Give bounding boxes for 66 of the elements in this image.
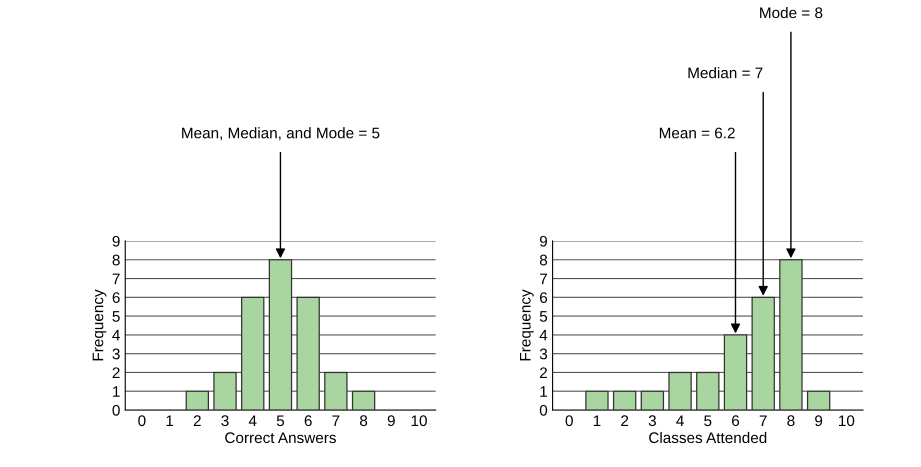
x-axis-title: Correct Answers (225, 432, 336, 444)
bar (213, 372, 237, 410)
y-tick-label: 3 (112, 348, 120, 360)
bar (668, 372, 692, 410)
bar (724, 334, 748, 410)
x-tick-label: 6 (304, 415, 312, 426)
annotation: Mode = 8 (760, 6, 822, 18)
x-tick-label: 7 (760, 415, 767, 426)
x-tick-label: 8 (360, 415, 368, 426)
bar (612, 390, 636, 410)
x-tick-label: 7 (332, 415, 340, 426)
y-tick-label: 7 (112, 274, 120, 284)
bar (352, 390, 376, 410)
bar (585, 390, 609, 410)
bar (752, 296, 775, 410)
x-tick-label: 3 (221, 415, 229, 426)
y-tick-label: 6 (540, 292, 548, 304)
bar (806, 390, 830, 410)
y-tick-label: 0 (540, 404, 548, 416)
annotation: Mean = 6.2 (660, 128, 735, 138)
x-tick-label: 9 (815, 415, 822, 426)
y-tick-label: 1 (540, 386, 547, 397)
x-tick-label: 6 (732, 415, 740, 426)
bar (696, 372, 720, 410)
x-tick-label: 2 (194, 415, 201, 426)
bar (640, 390, 664, 410)
y-tick-label: 2 (540, 367, 547, 378)
x-tick-label: 5 (276, 415, 284, 426)
bar (296, 296, 320, 410)
y-tick-label: 9 (112, 236, 120, 247)
x-tick-label: 0 (138, 415, 146, 426)
y-tick-label: 7 (540, 274, 547, 284)
y-tick-label: 6 (112, 292, 120, 304)
y-tick-label: 1 (113, 386, 120, 397)
y-tick-label: 4 (112, 330, 120, 340)
x-tick-label: 1 (594, 415, 600, 426)
annotation: Median = 7 (688, 67, 762, 78)
x-tick-label: 2 (621, 415, 628, 426)
y-axis-title: Frequency (520, 289, 534, 360)
x-axis-title: Classes Attended (649, 432, 766, 444)
x-tick-label: 0 (566, 415, 573, 426)
y-tick-label: 8 (112, 254, 120, 266)
y-tick-label: 5 (540, 311, 548, 322)
x-tick-label: 8 (787, 415, 795, 426)
y-axis-title: Frequency (92, 289, 106, 360)
bar (268, 259, 292, 410)
bar (186, 390, 210, 410)
y-tick-label: 9 (540, 236, 548, 247)
y-tick-label: 8 (540, 254, 548, 266)
annotation: Mean, Median, and Mode = 5 (182, 127, 380, 140)
y-tick-label: 2 (112, 367, 120, 378)
bar (241, 296, 264, 410)
y-tick-label: 4 (540, 330, 548, 340)
x-tick-label: 5 (704, 415, 712, 426)
x-tick-label: 1 (166, 415, 174, 426)
x-tick-label: 4 (676, 415, 684, 426)
y-tick-label: 0 (112, 404, 120, 416)
x-tick-label: 10 (412, 415, 427, 426)
y-tick-label: 3 (540, 348, 548, 360)
bar (324, 372, 348, 410)
x-tick-label: 9 (388, 415, 395, 426)
x-tick-label: 4 (248, 415, 257, 426)
x-tick-label: 10 (839, 415, 854, 426)
y-tick-label: 5 (112, 311, 120, 322)
x-tick-label: 3 (648, 415, 656, 426)
bar (779, 259, 803, 410)
